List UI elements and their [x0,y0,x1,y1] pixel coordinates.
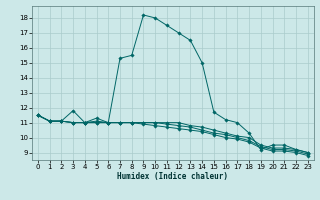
X-axis label: Humidex (Indice chaleur): Humidex (Indice chaleur) [117,172,228,181]
